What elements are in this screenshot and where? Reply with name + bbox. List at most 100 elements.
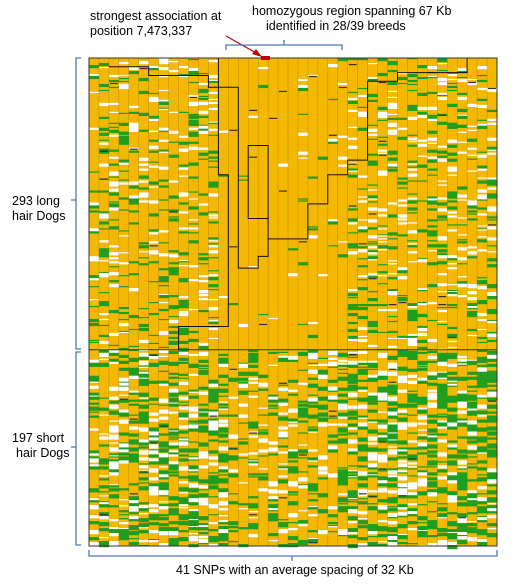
genotype-cell [347,354,358,356]
genotype-cell [407,335,418,339]
genotype-cell [477,356,488,359]
genotype-cell [397,426,408,430]
genotype-cell [437,180,448,182]
genotype-cell [198,489,209,491]
genotype-cell [477,529,488,534]
genotype-cell [357,465,368,467]
genotype-cell [268,513,279,518]
genotype-cell [467,246,478,249]
genotype-cell [218,543,229,547]
genotype-cell [98,541,110,545]
genotype-cell [108,201,120,203]
genotype-cell [447,352,458,355]
genotype-cell [118,460,129,464]
genotype-cell [457,241,468,244]
genotype-cell [357,543,368,548]
genotype-cell [397,297,408,299]
genotype-cell [477,328,488,331]
genotype-cell [208,462,219,466]
genotype-cell [487,293,498,297]
genotype-cell [98,151,110,154]
genotype-cell [377,488,388,493]
genotype-cell [447,224,458,226]
genotype-cell [89,515,100,519]
genotype-cell [367,400,378,403]
genotype-cell [168,195,179,197]
genotype-cell [307,394,319,396]
genotype-cell [218,383,229,386]
genotype-cell [108,280,120,283]
genotype-cell [487,258,498,262]
genotype-cell [347,398,358,400]
genotype-cell [417,446,428,450]
genotype-cell [188,475,199,478]
genotype-cell [89,64,100,69]
genotype-cell [487,499,498,503]
genotype-cell [168,350,179,354]
genotype-cell [457,454,468,459]
genotype-cell [447,206,458,210]
genotype-cell [457,361,468,363]
genotype-cell [437,426,448,429]
genotype-cell [168,304,179,307]
genotype-cell [427,419,438,424]
genotype-cell [148,186,159,188]
genotype-cell [487,149,498,151]
genotype-cell [148,181,159,185]
genotype-cell [337,416,348,419]
genotype-cell [337,503,348,505]
genotype-cell [477,467,488,471]
genotype-cell [238,503,249,506]
genotype-cell [188,396,199,399]
genotype-cell [397,516,408,518]
genotype-cell [307,507,319,510]
genotype-cell [347,252,358,255]
genotype-cell [118,159,129,163]
genotype-cell [98,312,110,316]
genotype-cell [158,482,169,485]
genotype-cell [417,200,428,202]
genotype-cell [367,252,378,255]
genotype-cell [178,296,189,299]
genotype-cell [218,466,229,470]
genotype-cell [218,427,229,432]
genotype-cell [397,512,408,515]
genotype-cell [427,114,438,118]
genotype-cell [387,477,398,482]
genotype-cell [118,275,129,277]
genotype-cell [138,465,149,467]
genotype-cell [487,393,498,397]
genotype-cell [407,447,418,450]
genotype-cell [148,145,159,149]
genotype-cell [208,214,219,217]
genotype-cell [198,425,209,429]
genotype-cell [108,420,120,422]
genotype-cell [467,505,478,507]
genotype-cell [297,484,309,486]
genotype-cell [377,235,388,237]
genotype-cell [138,373,149,378]
genotype-cell [188,373,199,376]
genotype-cell [407,317,418,322]
genotype-cell [288,513,299,518]
genotype-cell [148,516,159,521]
genotype-cell [297,262,309,264]
genotype-cell [158,527,169,529]
genotype-cell [198,253,209,256]
genotype-cell [108,284,120,288]
genotype-cell [437,261,448,265]
genotype-cell [457,355,468,358]
genotype-cell [387,132,398,135]
genotype-cell [467,202,478,206]
genotype-cell [168,393,179,397]
genotype-cell [258,473,269,476]
genotype-cell [198,465,209,469]
genotype-cell [437,422,448,425]
genotype-cell [178,310,189,315]
genotype-cell [447,144,458,148]
genotype-cell [477,277,488,279]
genotype-cell [437,69,448,72]
genotype-cell [357,306,368,311]
genotype-cell [387,499,398,504]
genotype-cell [158,474,169,478]
